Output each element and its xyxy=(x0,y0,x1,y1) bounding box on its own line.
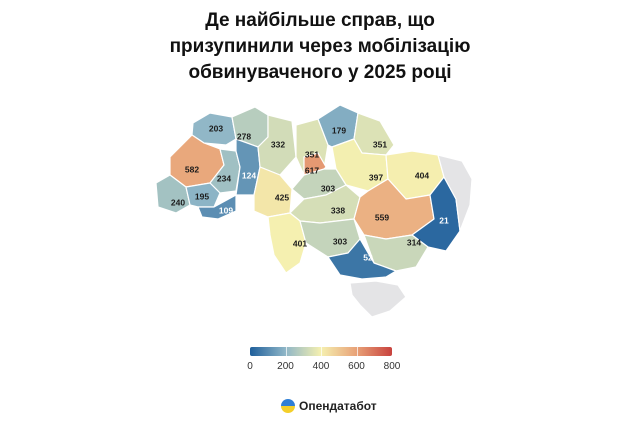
region-kherson xyxy=(327,238,397,280)
color-legend: 0 200 400 600 800 xyxy=(247,347,400,377)
region-value-label-chernivtsi: 109 xyxy=(219,205,233,215)
region-luhansk xyxy=(437,154,473,232)
region-value-label-kharkiv: 404 xyxy=(415,170,429,180)
region-value-label-dnipropetrovsk: 559 xyxy=(375,212,389,222)
legend-tick-label: 400 xyxy=(312,361,330,372)
region-value-label-poltava: 397 xyxy=(369,172,383,182)
region-value-label-mykolaiv: 303 xyxy=(333,236,347,246)
legend-tick-label: 200 xyxy=(277,361,294,372)
region-value-label-kherson: 52 xyxy=(363,252,373,262)
map-svg: 203 278 582 234 124 240 195 109 332 351 617 179 351 3… xyxy=(155,104,473,318)
legend-separator xyxy=(356,347,358,356)
title-line-2: призупинили через мобілізацію xyxy=(169,36,471,57)
region-value-label-chernihiv: 179 xyxy=(332,125,346,135)
region-value-label-lviv: 582 xyxy=(185,164,199,174)
title-line-1: Де найбільше справ, що xyxy=(205,10,435,31)
region-value-label-kyiv-oblast: 351 xyxy=(305,149,319,159)
opendatabot-logo-icon xyxy=(281,399,295,413)
region-value-label-cherkasy: 303 xyxy=(321,183,335,193)
region-value-label-zhytomyr: 332 xyxy=(271,139,285,149)
region-value-label-ternopil: 234 xyxy=(217,173,231,183)
legend-separator xyxy=(321,347,322,356)
region-value-label-odesa: 401 xyxy=(293,238,307,248)
region-chernivtsi xyxy=(197,194,237,220)
region-value-label-khmelnytskyi: 124 xyxy=(242,170,256,180)
region-vinnytsia xyxy=(253,166,293,218)
region-odesa xyxy=(267,212,307,274)
brand-footer: Опендатабот xyxy=(281,397,377,415)
region-value-label-zaporizhzhia: 314 xyxy=(407,237,421,247)
region-value-label-kirovohrad: 338 xyxy=(331,205,345,215)
ukraine-map: 203 278 582 234 124 240 195 109 332 351 617 179 351 3… xyxy=(140,95,510,335)
title-line-3: обвинуваченого у 2025 році xyxy=(188,62,452,83)
region-value-label-zakarpattia: 240 xyxy=(171,197,185,207)
region-crimea xyxy=(349,280,407,318)
legend-tick-label: 0 xyxy=(247,361,253,372)
region-value-label-donetsk: 21 xyxy=(439,215,449,225)
brand-name: Опендатабот xyxy=(299,399,377,413)
region-value-label-volyn: 203 xyxy=(209,123,223,133)
region-value-label-vinnytsia: 425 xyxy=(275,192,289,202)
region-value-label-kyiv-city: 617 xyxy=(305,165,319,175)
region-value-label-rivne: 278 xyxy=(237,131,251,141)
legend-separator xyxy=(285,347,287,356)
chart-title: Де найбільше справ, що призупинили через… xyxy=(0,8,640,86)
region-value-label-sumy: 351 xyxy=(373,139,387,149)
legend-tick-label: 600 xyxy=(348,361,365,372)
legend-tick-label: 800 xyxy=(383,361,401,372)
region-value-label-ivano-frankivsk: 195 xyxy=(195,191,209,201)
